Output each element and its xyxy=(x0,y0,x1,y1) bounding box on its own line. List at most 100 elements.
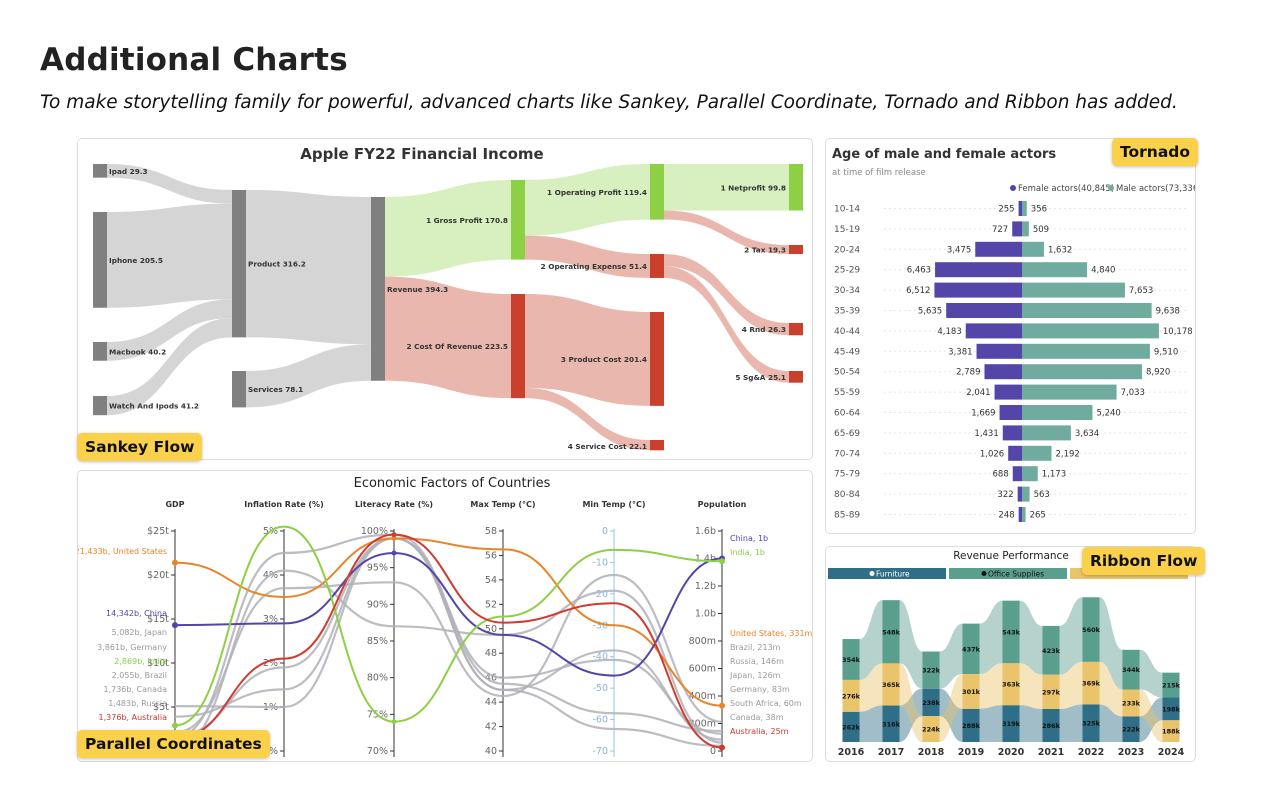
sankey-link xyxy=(525,235,650,278)
sankey-node xyxy=(93,342,107,361)
tornado-female-value: 322 xyxy=(997,490,1013,500)
parallel-tick-label: 200m xyxy=(689,719,716,730)
tornado-male-value: 509 xyxy=(1033,225,1049,235)
sankey-panel: Apple FY22 Financial Income Ipad 29.3 Ipho… xyxy=(77,138,813,460)
ribbon-bar xyxy=(962,623,980,675)
tornado-male-bar xyxy=(1022,201,1027,216)
sankey-node xyxy=(232,371,246,408)
tornado-category-label: 75-79 xyxy=(834,470,860,480)
legend-female-label: Female actors(40,845) xyxy=(1018,184,1114,194)
parallel-tick-label: $10t xyxy=(147,658,169,669)
tornado-male-value: 3,634 xyxy=(1075,429,1099,439)
tornado-female-value: 688 xyxy=(993,470,1009,480)
parallel-axis-title: Population xyxy=(698,500,747,509)
sankey-link xyxy=(664,164,789,211)
ribbon-tag: Ribbon Flow xyxy=(1082,547,1206,575)
tornado-female-value: 5,635 xyxy=(918,307,942,317)
ribbon-bar xyxy=(1042,708,1060,742)
ribbon-bar xyxy=(1122,689,1140,717)
parallel-left-label: 1,376b, Australia xyxy=(99,713,168,722)
parallel-tick-label: 600m xyxy=(689,664,716,675)
tornado-female-value: 6,463 xyxy=(907,266,931,276)
parallel-left-label: 5,082b, Japan xyxy=(112,628,167,637)
sankey-node-label: 4 Service Cost 22.1 xyxy=(568,442,647,451)
ribbon-value-label: 233k xyxy=(1122,699,1141,707)
parallel-tick-label: 0 xyxy=(710,746,716,757)
tornado-category-label: 65-69 xyxy=(834,429,860,439)
ribbon-bar xyxy=(1042,674,1060,709)
tornado-female-value: 255 xyxy=(998,205,1014,215)
tornado-subtitle: at time of film release xyxy=(832,168,926,178)
parallel-tick-label: 58 xyxy=(485,526,497,537)
tornado-female-value: 6,512 xyxy=(906,286,930,296)
parallel-coordinates-chart: Economic Factors of CountriesGDP$0t$5t$1… xyxy=(78,476,812,757)
tornado-male-value: 8,920 xyxy=(1146,368,1170,378)
ribbon-value-label: 188k xyxy=(1162,728,1181,736)
parallel-tick-label: -70 xyxy=(592,746,608,757)
tornado-male-value: 1,173 xyxy=(1042,470,1066,480)
tornado-male-bar xyxy=(1022,384,1117,400)
parallel-tick-label: $5t xyxy=(153,702,169,713)
tornado-female-bar xyxy=(965,323,1022,339)
parallel-tag: Parallel Coordinates xyxy=(77,730,270,758)
parallel-tick-label: $25t xyxy=(147,526,169,537)
ribbon-flow xyxy=(859,600,883,680)
tornado-male-value: 7,653 xyxy=(1129,286,1153,296)
parallel-panel: Economic Factors of CountriesGDP$0t$5t$1… xyxy=(77,470,813,762)
parallel-series-line xyxy=(174,551,723,677)
ribbon-value-label: 288k xyxy=(962,722,981,730)
parallel-tick-label: 85% xyxy=(367,636,388,647)
ribbon-legend-furniture-marker xyxy=(869,571,875,576)
ribbon-legend-office-marker xyxy=(981,571,987,576)
ribbon-bar xyxy=(1082,661,1100,705)
parallel-tick-label: 2% xyxy=(263,658,278,669)
sankey-node-label: 2 Operating Expense 51.4 xyxy=(541,262,647,271)
sankey-node-label: 1 Gross Profit 170.8 xyxy=(426,216,508,225)
ribbon-bar xyxy=(1122,716,1140,742)
tornado-female-value: 1,026 xyxy=(980,449,1004,459)
parallel-left-label: 1,736b, Canada xyxy=(103,685,167,694)
ribbon-bar xyxy=(922,688,940,717)
tornado-male-bar xyxy=(1022,343,1150,359)
sankey-node-label: Services 78.1 xyxy=(248,385,303,394)
sankey-link xyxy=(525,387,650,451)
tornado-male-bar xyxy=(1022,405,1093,420)
ribbon-bar xyxy=(962,708,980,742)
ribbon-bar xyxy=(962,674,980,709)
tornado-category-label: 20-24 xyxy=(834,245,860,255)
tornado-category-label: 70-74 xyxy=(834,449,860,459)
tornado-male-bar xyxy=(1022,262,1088,278)
parallel-tick-label: 800m xyxy=(689,636,716,647)
ribbon-value-label: 344k xyxy=(1122,666,1141,674)
tornado-female-bar xyxy=(976,343,1022,359)
ribbon-bar xyxy=(922,716,940,742)
ribbon-flow xyxy=(1059,661,1083,709)
ribbon-value-label: 560k xyxy=(1082,626,1101,634)
parallel-point xyxy=(391,550,397,556)
sankey-link xyxy=(385,276,511,399)
ribbon-flow xyxy=(1099,704,1123,742)
sankey-node xyxy=(93,164,107,178)
parallel-tick-label: 52 xyxy=(485,599,497,610)
tornado-male-bar xyxy=(1022,221,1029,237)
parallel-left-label: 14,342b, China xyxy=(106,609,167,618)
tornado-category-label: 30-34 xyxy=(834,286,860,296)
ribbon-title: Revenue Performance xyxy=(953,550,1069,562)
sankey-node-label: 4 Rnd 26.3 xyxy=(742,325,786,334)
tornado-male-value: 563 xyxy=(1034,490,1050,500)
tornado-tag: Tornado xyxy=(1112,138,1199,166)
ribbon-value-label: 423k xyxy=(1042,647,1061,655)
ribbon-flow xyxy=(939,674,963,742)
tornado-female-bar xyxy=(1017,486,1022,502)
parallel-tick-label: 95% xyxy=(367,563,388,574)
parallel-right-label: Russia, 146m xyxy=(730,657,784,666)
sankey-node-label: 1 Netprofit 99.8 xyxy=(721,183,786,192)
ribbon-legend-office xyxy=(949,568,1067,579)
tornado-female-value: 4,183 xyxy=(937,327,961,337)
ribbon-bar xyxy=(882,663,900,706)
parallel-right-label: Germany, 83m xyxy=(730,685,790,694)
parallel-right-label: China, 1b xyxy=(730,534,768,543)
parallel-tick-label: 0% xyxy=(263,746,278,757)
sankey-link xyxy=(664,210,789,254)
parallel-tick-label: 3% xyxy=(263,614,278,625)
